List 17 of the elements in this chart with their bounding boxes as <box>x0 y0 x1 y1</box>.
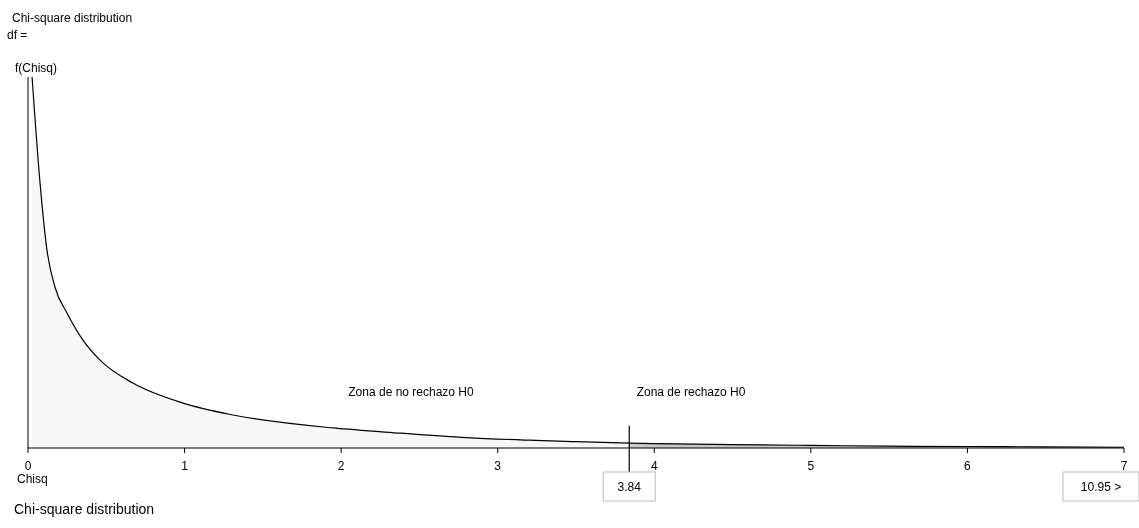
ref-line-label: 3.84 <box>617 480 642 494</box>
x-tick-label: 6 <box>964 459 972 473</box>
text: 10.95 > <box>1080 480 1122 494</box>
x-tick-label: 2 <box>337 459 345 473</box>
text: Chi-square distribution <box>14 501 155 517</box>
y-axis-title: f(Chisq) <box>15 61 58 75</box>
x-tick-label: 5 <box>807 459 815 473</box>
x-tick-label: 4 <box>650 459 658 473</box>
annotation: Zona de rechazo H0 <box>636 385 746 399</box>
x-tick-label: 7 <box>1120 459 1128 473</box>
annotation: Zona de no rechazo H0 <box>348 385 475 399</box>
chart-subtitle: df = <box>7 28 28 42</box>
chart-title: Chi-square distribution <box>12 11 133 25</box>
x-tick-label: 1 <box>181 459 189 473</box>
x-tick-label: 0 <box>24 459 32 473</box>
x-axis-title: Chisq <box>17 472 48 486</box>
x-tick-label: 3 <box>494 459 502 473</box>
